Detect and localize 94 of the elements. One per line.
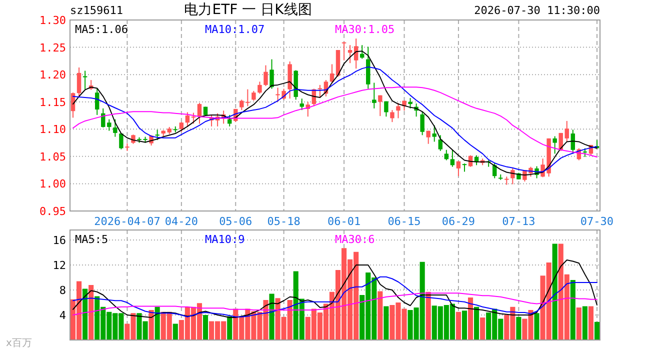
candlestick (113, 118, 118, 138)
candlestick (456, 160, 461, 177)
bar (456, 312, 461, 340)
candlestick (264, 64, 268, 87)
candlestick (94, 88, 100, 116)
y-tick-label: 1.15 (40, 96, 66, 109)
y-tick-label: 1.30 (40, 14, 66, 27)
bar (468, 298, 474, 340)
x-tick-label: 06-15 (388, 215, 421, 228)
text: MA5:5 (75, 233, 108, 246)
text: MA10:9 (205, 233, 245, 246)
y-tick-label: 8 (59, 284, 66, 297)
bar (154, 306, 160, 340)
text: MA10:1.07 (205, 23, 265, 36)
candlestick (432, 124, 436, 142)
candlestick (372, 82, 376, 109)
y-tick-label: 16 (52, 234, 66, 247)
y-tick-label: 1.00 (40, 178, 66, 191)
y-tick-label: 12 (52, 259, 66, 272)
candlestick (342, 41, 346, 61)
candlestick (318, 84, 322, 98)
candlestick (426, 130, 430, 144)
text: MA5:1.06 (75, 23, 128, 36)
y-tick-label: 1.25 (40, 41, 66, 54)
x-tick-label: 06-29 (442, 215, 476, 228)
bar (378, 291, 383, 340)
bar (148, 310, 154, 340)
candlestick (438, 134, 443, 152)
candlestick (258, 81, 262, 94)
line-series (72, 86, 598, 158)
candlestick (552, 136, 557, 154)
chart-title: 电力ETF 一 日K线图 (184, 2, 312, 18)
x-tick-label: 07-13 (502, 215, 536, 228)
x-tick-label: 05-18 (267, 215, 300, 228)
bar (582, 306, 588, 340)
bar (576, 308, 582, 340)
bar (172, 324, 178, 340)
candlestick (270, 58, 274, 90)
bar (480, 318, 486, 340)
candlestick (408, 98, 412, 109)
candlestick (396, 102, 400, 119)
text: MA30:6 (335, 233, 375, 246)
bar (269, 294, 274, 340)
bar (516, 316, 522, 340)
bar (462, 310, 468, 340)
bar (594, 322, 600, 340)
candlestick (564, 120, 569, 142)
candlestick (252, 90, 256, 102)
x-tick-label: 04-20 (164, 215, 198, 228)
candlestick (119, 133, 124, 150)
x-tick-label: 2026-04-07 (94, 215, 160, 228)
candlestick (300, 98, 304, 111)
candlestick (82, 70, 88, 90)
bar (426, 292, 431, 340)
candlestick (155, 129, 160, 141)
line-series (72, 276, 598, 318)
text: 2026-07-30 11:30:00 (474, 4, 600, 17)
candlestick (197, 102, 202, 124)
y-tick-label: 4 (59, 309, 66, 322)
candlestick (185, 112, 190, 128)
candlestick (384, 100, 388, 118)
bar (570, 280, 576, 340)
chart-subtitle: sz159611 (70, 4, 123, 17)
candlestick (450, 149, 455, 168)
y-tick-label: 0.95 (40, 205, 66, 218)
line-series (72, 292, 598, 316)
x-tick-label: 05-06 (219, 215, 252, 228)
candlestick (510, 168, 515, 185)
y-tick-label: 1.10 (40, 123, 66, 136)
bar (588, 306, 594, 340)
candlestick (390, 110, 394, 123)
bar (82, 288, 88, 340)
candlestick (444, 149, 449, 161)
bar (552, 244, 558, 340)
candlestick (191, 112, 196, 124)
candlestick (420, 111, 424, 136)
candlestick (107, 118, 112, 132)
y-tick-label: 1.05 (40, 150, 66, 164)
text: MA30:1.05 (335, 23, 395, 36)
y-tick-label: 1.20 (40, 68, 66, 82)
candlestick (76, 66, 82, 98)
bar (227, 316, 232, 340)
y-axis-title: x百万 (6, 338, 32, 349)
x-tick-label: 06-01 (327, 215, 361, 228)
x-tick-label: 07-30 (580, 215, 614, 228)
line-series (72, 260, 598, 318)
bar (88, 285, 94, 340)
bar (534, 313, 540, 340)
bar (202, 315, 208, 340)
bar (474, 306, 480, 340)
candlestick (504, 176, 509, 186)
candlestick (378, 94, 382, 117)
bar (384, 306, 389, 340)
candlestick (179, 122, 184, 132)
